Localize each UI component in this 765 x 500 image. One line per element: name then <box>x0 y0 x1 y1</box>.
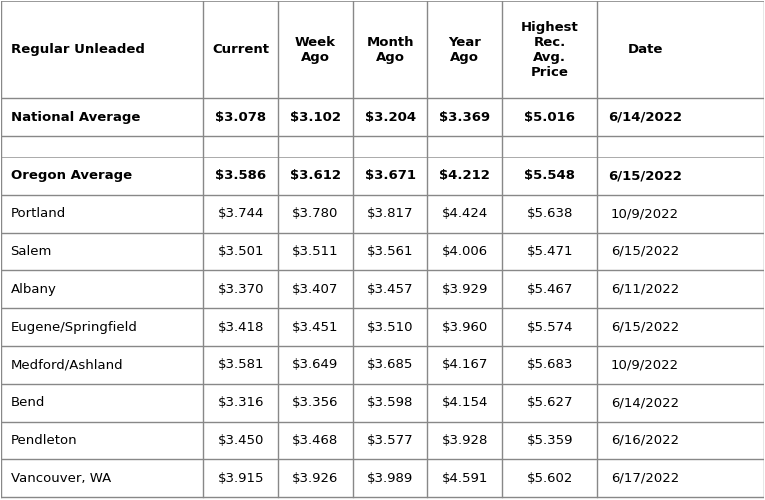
Text: $5.683: $5.683 <box>526 358 573 372</box>
Text: $5.627: $5.627 <box>526 396 573 409</box>
Text: $3.204: $3.204 <box>365 110 415 124</box>
Text: $3.685: $3.685 <box>367 358 413 372</box>
Text: Salem: Salem <box>11 245 52 258</box>
Text: Week
Ago: Week Ago <box>295 36 336 64</box>
Text: 6/15/2022: 6/15/2022 <box>611 320 679 334</box>
Text: 6/11/2022: 6/11/2022 <box>611 283 679 296</box>
Text: Albany: Albany <box>11 283 57 296</box>
Text: $3.926: $3.926 <box>292 472 339 484</box>
Text: 6/16/2022: 6/16/2022 <box>611 434 679 447</box>
Text: Eugene/Springfield: Eugene/Springfield <box>11 320 138 334</box>
Text: $3.369: $3.369 <box>439 110 490 124</box>
Text: $5.016: $5.016 <box>524 110 575 124</box>
Text: 6/15/2022: 6/15/2022 <box>608 170 682 182</box>
Text: Oregon Average: Oregon Average <box>11 170 132 182</box>
Text: $3.915: $3.915 <box>217 472 264 484</box>
Text: $3.960: $3.960 <box>441 320 488 334</box>
Text: $3.457: $3.457 <box>367 283 413 296</box>
Text: Date: Date <box>627 44 662 57</box>
Text: Month
Ago: Month Ago <box>366 36 414 64</box>
Text: $3.577: $3.577 <box>366 434 413 447</box>
Text: $5.602: $5.602 <box>526 472 573 484</box>
Text: Medford/Ashland: Medford/Ashland <box>11 358 123 372</box>
Text: $3.671: $3.671 <box>365 170 415 182</box>
Text: $3.928: $3.928 <box>441 434 488 447</box>
Text: $3.451: $3.451 <box>292 320 339 334</box>
Text: $4.424: $4.424 <box>441 207 488 220</box>
Text: $3.817: $3.817 <box>367 207 413 220</box>
Text: $3.316: $3.316 <box>217 396 264 409</box>
Text: Current: Current <box>212 44 269 57</box>
Text: $3.649: $3.649 <box>292 358 339 372</box>
Text: Year
Ago: Year Ago <box>448 36 481 64</box>
Text: $3.407: $3.407 <box>292 283 339 296</box>
Text: $5.471: $5.471 <box>526 245 573 258</box>
Text: $3.450: $3.450 <box>217 434 264 447</box>
Text: $3.510: $3.510 <box>367 320 413 334</box>
Text: $3.612: $3.612 <box>290 170 341 182</box>
Text: $3.581: $3.581 <box>217 358 264 372</box>
Text: 6/14/2022: 6/14/2022 <box>608 110 682 124</box>
Text: 6/14/2022: 6/14/2022 <box>611 396 679 409</box>
Text: National Average: National Average <box>11 110 140 124</box>
Text: $3.356: $3.356 <box>292 396 339 409</box>
Text: $3.561: $3.561 <box>367 245 413 258</box>
Text: $4.591: $4.591 <box>441 472 488 484</box>
Text: Vancouver, WA: Vancouver, WA <box>11 472 111 484</box>
Text: $3.511: $3.511 <box>292 245 339 258</box>
Text: $3.078: $3.078 <box>215 110 266 124</box>
Text: $4.167: $4.167 <box>441 358 488 372</box>
Text: $4.212: $4.212 <box>439 170 490 182</box>
Text: 10/9/2022: 10/9/2022 <box>611 207 679 220</box>
Text: $3.418: $3.418 <box>217 320 264 334</box>
Text: 6/15/2022: 6/15/2022 <box>611 245 679 258</box>
Text: Portland: Portland <box>11 207 66 220</box>
Text: $3.598: $3.598 <box>367 396 413 409</box>
Text: 6/17/2022: 6/17/2022 <box>611 472 679 484</box>
Text: $3.586: $3.586 <box>215 170 266 182</box>
Text: Highest
Rec.
Avg.
Price: Highest Rec. Avg. Price <box>521 21 578 79</box>
Text: $3.744: $3.744 <box>217 207 264 220</box>
Text: Regular Unleaded: Regular Unleaded <box>11 44 145 57</box>
Text: $3.989: $3.989 <box>367 472 413 484</box>
Text: $3.501: $3.501 <box>217 245 264 258</box>
Text: $5.638: $5.638 <box>526 207 573 220</box>
Text: $5.359: $5.359 <box>526 434 573 447</box>
Text: $3.370: $3.370 <box>217 283 264 296</box>
Text: $5.467: $5.467 <box>526 283 573 296</box>
Text: 10/9/2022: 10/9/2022 <box>611 358 679 372</box>
Text: $3.468: $3.468 <box>292 434 339 447</box>
Text: $3.929: $3.929 <box>441 283 488 296</box>
Text: $3.780: $3.780 <box>292 207 339 220</box>
Text: $3.102: $3.102 <box>290 110 341 124</box>
Text: Bend: Bend <box>11 396 45 409</box>
Text: $5.548: $5.548 <box>524 170 575 182</box>
Text: $5.574: $5.574 <box>526 320 573 334</box>
Text: Pendleton: Pendleton <box>11 434 77 447</box>
Text: $4.154: $4.154 <box>441 396 488 409</box>
Text: $4.006: $4.006 <box>441 245 488 258</box>
